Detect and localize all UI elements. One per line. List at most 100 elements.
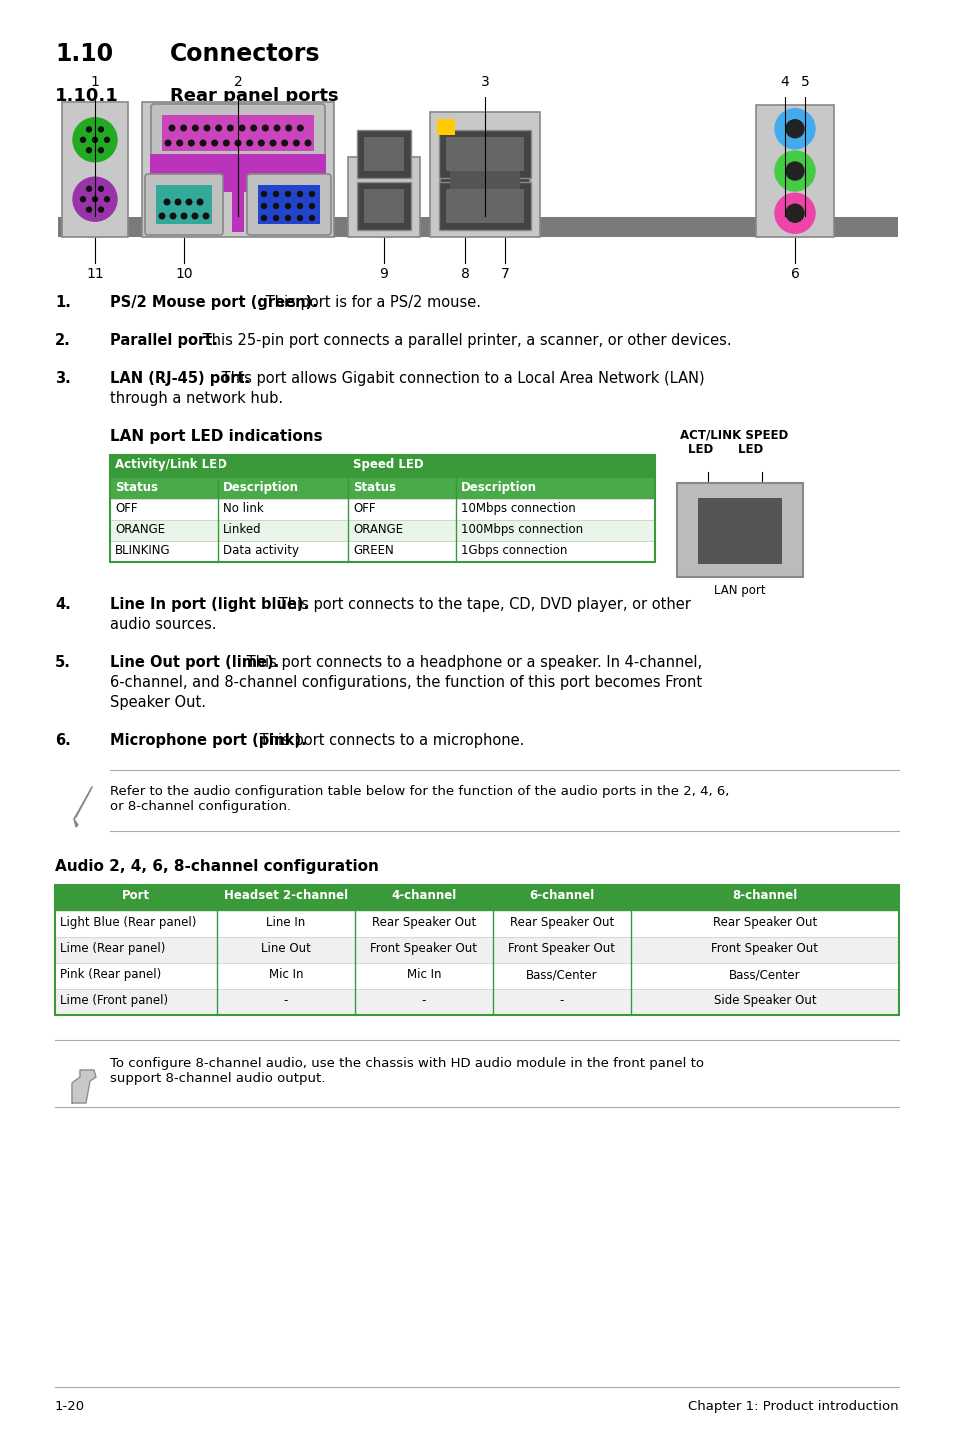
Text: -: - xyxy=(559,994,563,1007)
Text: Lime (Front panel): Lime (Front panel) xyxy=(60,994,168,1007)
Text: LED      LED: LED LED xyxy=(687,442,762,455)
FancyBboxPatch shape xyxy=(364,189,403,223)
Circle shape xyxy=(98,186,103,192)
Circle shape xyxy=(73,117,117,162)
Text: ORANGE: ORANGE xyxy=(115,523,165,536)
FancyBboxPatch shape xyxy=(438,130,531,178)
FancyBboxPatch shape xyxy=(755,105,833,238)
Circle shape xyxy=(297,192,302,196)
Circle shape xyxy=(181,125,186,130)
Circle shape xyxy=(297,125,303,130)
Circle shape xyxy=(235,140,240,146)
Text: 1.10: 1.10 xyxy=(55,42,113,66)
Text: 1.: 1. xyxy=(55,295,71,309)
Text: Lime (Rear panel): Lime (Rear panel) xyxy=(60,942,165,955)
Circle shape xyxy=(186,199,192,205)
FancyBboxPatch shape xyxy=(62,102,128,238)
Circle shape xyxy=(239,125,245,130)
Text: 8-channel: 8-channel xyxy=(732,889,797,902)
Circle shape xyxy=(80,196,86,202)
Circle shape xyxy=(774,193,814,233)
Circle shape xyxy=(223,140,229,146)
Polygon shape xyxy=(74,788,91,819)
Circle shape xyxy=(270,140,275,146)
Text: 9: 9 xyxy=(379,266,388,281)
Text: 6-channel, and 8-channel configurations, the function of this port becomes Front: 6-channel, and 8-channel configurations,… xyxy=(110,674,701,690)
Circle shape xyxy=(105,137,110,142)
FancyBboxPatch shape xyxy=(55,911,898,937)
FancyBboxPatch shape xyxy=(145,175,223,235)
Text: Rear Speaker Out: Rear Speaker Out xyxy=(509,916,614,929)
Circle shape xyxy=(309,192,314,196)
Circle shape xyxy=(305,140,311,146)
Text: -: - xyxy=(421,994,426,1007)
Circle shape xyxy=(98,208,103,212)
Text: audio sources.: audio sources. xyxy=(110,617,216,632)
FancyBboxPatch shape xyxy=(151,105,325,162)
Text: -: - xyxy=(283,994,288,1007)
Circle shape xyxy=(274,203,278,209)
Circle shape xyxy=(286,125,292,130)
Circle shape xyxy=(170,213,175,219)
Circle shape xyxy=(785,205,803,222)
Text: Connectors: Connectors xyxy=(170,42,320,66)
FancyBboxPatch shape xyxy=(162,115,314,150)
Circle shape xyxy=(87,186,91,192)
Text: Line In: Line In xyxy=(266,916,305,929)
FancyBboxPatch shape xyxy=(299,188,312,232)
Circle shape xyxy=(228,125,233,130)
Text: This port connects to a headphone or a speaker. In 4-channel,: This port connects to a headphone or a s… xyxy=(242,654,701,670)
Circle shape xyxy=(297,215,302,221)
Circle shape xyxy=(189,140,193,146)
Text: This 25-pin port connects a parallel printer, a scanner, or other devices.: This 25-pin port connects a parallel pri… xyxy=(198,334,731,348)
FancyBboxPatch shape xyxy=(55,962,898,990)
Circle shape xyxy=(274,192,278,196)
Text: This port connects to the tape, CD, DVD player, or other: This port connects to the tape, CD, DVD … xyxy=(274,597,690,611)
Text: Microphone port (pink).: Microphone port (pink). xyxy=(110,733,307,748)
Text: Side Speaker Out: Side Speaker Out xyxy=(713,994,816,1007)
FancyBboxPatch shape xyxy=(439,136,530,202)
FancyBboxPatch shape xyxy=(232,188,244,232)
Text: 4-channel: 4-channel xyxy=(391,889,456,902)
Text: Line Out: Line Out xyxy=(261,942,311,955)
Circle shape xyxy=(309,215,314,221)
Circle shape xyxy=(212,140,217,146)
Text: 7: 7 xyxy=(500,266,509,281)
FancyBboxPatch shape xyxy=(110,541,655,561)
Text: LAN port: LAN port xyxy=(714,584,765,597)
Circle shape xyxy=(247,140,253,146)
Text: To configure 8-channel audio, use the chassis with HD audio module in the front : To configure 8-channel audio, use the ch… xyxy=(110,1057,703,1085)
Text: 6: 6 xyxy=(790,266,799,281)
Text: Mic In: Mic In xyxy=(269,968,303,981)
Circle shape xyxy=(165,140,171,146)
Circle shape xyxy=(175,199,181,205)
Circle shape xyxy=(192,213,197,219)
Text: Activity/Link LED: Activity/Link LED xyxy=(115,458,227,471)
Text: This port connects to a microphone.: This port connects to a microphone. xyxy=(254,733,524,748)
Circle shape xyxy=(169,125,174,130)
Circle shape xyxy=(215,125,221,130)
Circle shape xyxy=(76,120,113,159)
Circle shape xyxy=(105,196,110,202)
Circle shape xyxy=(261,192,266,196)
Circle shape xyxy=(261,215,266,221)
Circle shape xyxy=(98,127,103,132)
Text: Pink (Rear panel): Pink (Rear panel) xyxy=(60,968,161,981)
Circle shape xyxy=(281,140,287,146)
FancyBboxPatch shape xyxy=(698,498,781,564)
Circle shape xyxy=(200,140,206,146)
Text: Data activity: Data activity xyxy=(223,544,298,557)
FancyBboxPatch shape xyxy=(257,185,319,223)
Circle shape xyxy=(197,199,203,205)
Text: Rear panel ports: Rear panel ports xyxy=(170,87,338,105)
Circle shape xyxy=(203,213,209,219)
FancyBboxPatch shape xyxy=(364,137,403,170)
Text: Headset 2-channel: Headset 2-channel xyxy=(224,889,348,902)
Text: 2.: 2. xyxy=(55,334,71,348)
Text: 1.10.1: 1.10.1 xyxy=(55,87,118,105)
Circle shape xyxy=(87,208,91,212)
Text: 1Gbps connection: 1Gbps connection xyxy=(460,544,567,557)
Text: This port allows Gigabit connection to a Local Area Network (LAN): This port allows Gigabit connection to a… xyxy=(217,371,704,387)
Text: 10: 10 xyxy=(175,266,193,281)
Text: OFF: OFF xyxy=(353,503,375,516)
